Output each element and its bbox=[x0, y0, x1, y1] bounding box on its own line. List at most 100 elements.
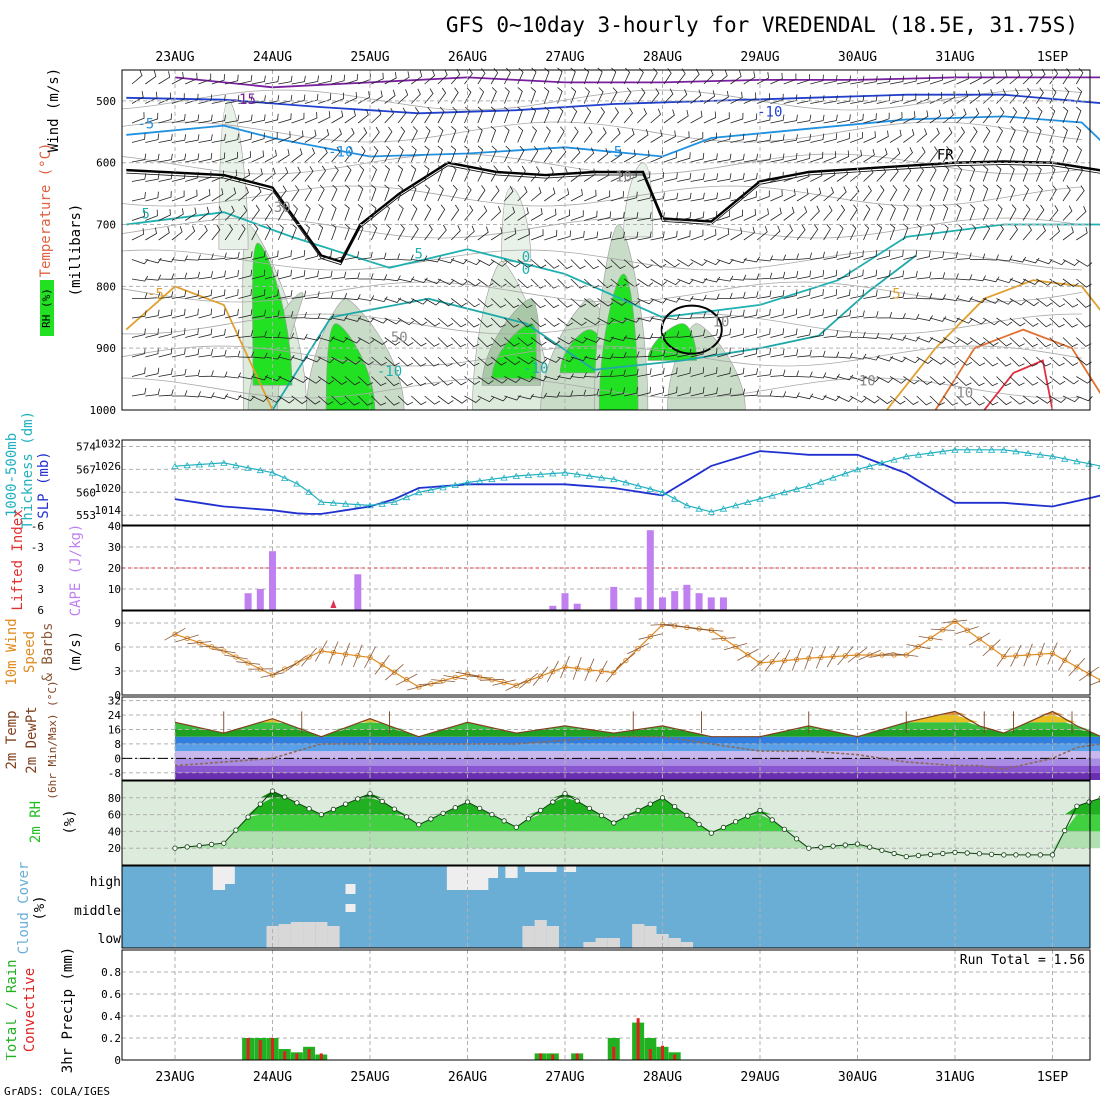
upper-wind-barb bbox=[504, 206, 516, 221]
upper-wind-barb bbox=[863, 149, 875, 163]
upper-wind-barb bbox=[570, 106, 578, 124]
upper-wind-barb bbox=[171, 328, 186, 338]
upper-wind-barb bbox=[304, 376, 321, 384]
wind-panel bbox=[121, 610, 1091, 696]
upper-wind-barb bbox=[903, 93, 917, 104]
contour-label: FR bbox=[937, 148, 954, 164]
upper-wind-barb bbox=[570, 67, 576, 85]
upper-wind-barb bbox=[198, 392, 215, 399]
upper-wind-barb bbox=[397, 395, 414, 406]
contour-label: 10 bbox=[615, 169, 632, 185]
upper-wind-barb bbox=[757, 255, 774, 262]
thickness-point bbox=[183, 462, 191, 469]
y-tick-label: 1020 bbox=[95, 482, 122, 495]
upper-wind-barb bbox=[583, 126, 593, 143]
rh-point bbox=[294, 800, 300, 806]
upper-wind-barb bbox=[543, 126, 551, 143]
upper-wind-barb bbox=[717, 387, 732, 397]
upper-wind-barb bbox=[450, 145, 457, 163]
upper-wind-barb bbox=[770, 254, 787, 261]
upper-wind-barb bbox=[836, 168, 849, 182]
upper-wind-barb bbox=[145, 173, 160, 182]
surface-wind-barb bbox=[492, 679, 516, 686]
upper-wind-barb bbox=[597, 259, 613, 270]
temperature-band bbox=[175, 722, 1100, 730]
rh-point bbox=[915, 852, 922, 859]
upper-wind-barb bbox=[411, 70, 423, 85]
upper-wind-barb bbox=[743, 113, 758, 124]
upper-wind-barb bbox=[504, 317, 520, 328]
upper-wind-barb bbox=[1009, 376, 1025, 386]
rh-point bbox=[659, 795, 666, 801]
upper-wind-barb bbox=[663, 313, 680, 320]
upper-wind-barb bbox=[371, 165, 377, 182]
upper-wind-barb bbox=[783, 289, 798, 299]
upper-wind-barb bbox=[277, 204, 286, 221]
upper-wind-barb bbox=[211, 114, 226, 124]
upper-wind-barb bbox=[145, 112, 159, 124]
upper-wind-barb bbox=[477, 106, 484, 124]
thickness-point bbox=[634, 482, 642, 489]
upper-wind-barb bbox=[397, 184, 403, 202]
wind-speed-point bbox=[793, 656, 800, 663]
wind-speed-point bbox=[769, 659, 775, 665]
upper-wind-barb bbox=[690, 367, 705, 377]
upper-wind-barb bbox=[145, 191, 159, 202]
slp-thickness-panel bbox=[121, 439, 1091, 526]
rh-point bbox=[464, 799, 471, 805]
upper-wind-barb bbox=[956, 145, 964, 163]
upper-wind-barb bbox=[450, 106, 458, 124]
upper-wind-barb bbox=[1009, 165, 1015, 182]
upper-wind-barb bbox=[637, 386, 651, 397]
thickness-point bbox=[341, 500, 350, 507]
upper-wind-barb bbox=[610, 87, 618, 104]
upper-wind-barb bbox=[637, 368, 652, 377]
upper-wind-barb bbox=[198, 328, 213, 338]
upper-wind-barb bbox=[1036, 165, 1042, 182]
upper-wind-barb bbox=[650, 171, 665, 182]
upper-wind-barb bbox=[850, 132, 863, 143]
upper-wind-barb bbox=[756, 208, 769, 221]
thickness-point bbox=[926, 449, 935, 456]
wind-speed-point bbox=[391, 669, 398, 675]
upper-wind-barb bbox=[770, 189, 783, 202]
upper-wind-barb bbox=[384, 223, 391, 241]
upper-wind-barb bbox=[198, 349, 213, 358]
upper-wind-barb bbox=[278, 113, 292, 124]
upper-wind-barb bbox=[437, 376, 453, 386]
rh-point bbox=[745, 813, 751, 819]
rh-shading bbox=[491, 323, 537, 380]
temperature-band bbox=[175, 736, 1100, 744]
low-cloud-block bbox=[668, 938, 681, 948]
upper-wind-barb bbox=[211, 206, 222, 221]
upper-wind-barb bbox=[225, 372, 242, 379]
upper-wind-barb bbox=[1036, 278, 1053, 286]
upper-wind-barb bbox=[757, 113, 771, 124]
upper-wind-barb bbox=[783, 392, 800, 399]
y-tick-label: 20 bbox=[108, 562, 121, 575]
upper-wind-barb bbox=[583, 67, 590, 85]
upper-wind-barb bbox=[770, 93, 784, 104]
upper-wind-barb bbox=[929, 109, 942, 124]
upper-wind-barb bbox=[637, 171, 651, 182]
upper-wind-barb bbox=[836, 289, 851, 299]
upper-wind-barb bbox=[1049, 126, 1055, 143]
upper-wind-barb bbox=[1009, 298, 1026, 306]
upper-wind-barb bbox=[996, 255, 1013, 262]
upper-wind-barb bbox=[903, 128, 915, 143]
upper-wind-barb bbox=[517, 106, 523, 124]
upper-wind-barb bbox=[570, 259, 586, 270]
upper-wind-barb bbox=[743, 71, 756, 85]
y-tick-label: 900 bbox=[96, 342, 116, 355]
upper-wind-barb bbox=[1036, 356, 1052, 367]
upper-wind-barb bbox=[357, 376, 374, 386]
upper-wind-barb bbox=[544, 391, 561, 398]
upper-wind-barb bbox=[597, 298, 614, 307]
rh-point bbox=[940, 850, 946, 857]
thickness-point bbox=[1036, 451, 1045, 458]
upper-wind-barb bbox=[650, 259, 667, 268]
upper-wind-barb bbox=[663, 348, 679, 358]
upper-wind-barb bbox=[158, 208, 171, 221]
upper-wind-barb bbox=[903, 250, 918, 260]
upper-wind-barb bbox=[770, 207, 782, 221]
